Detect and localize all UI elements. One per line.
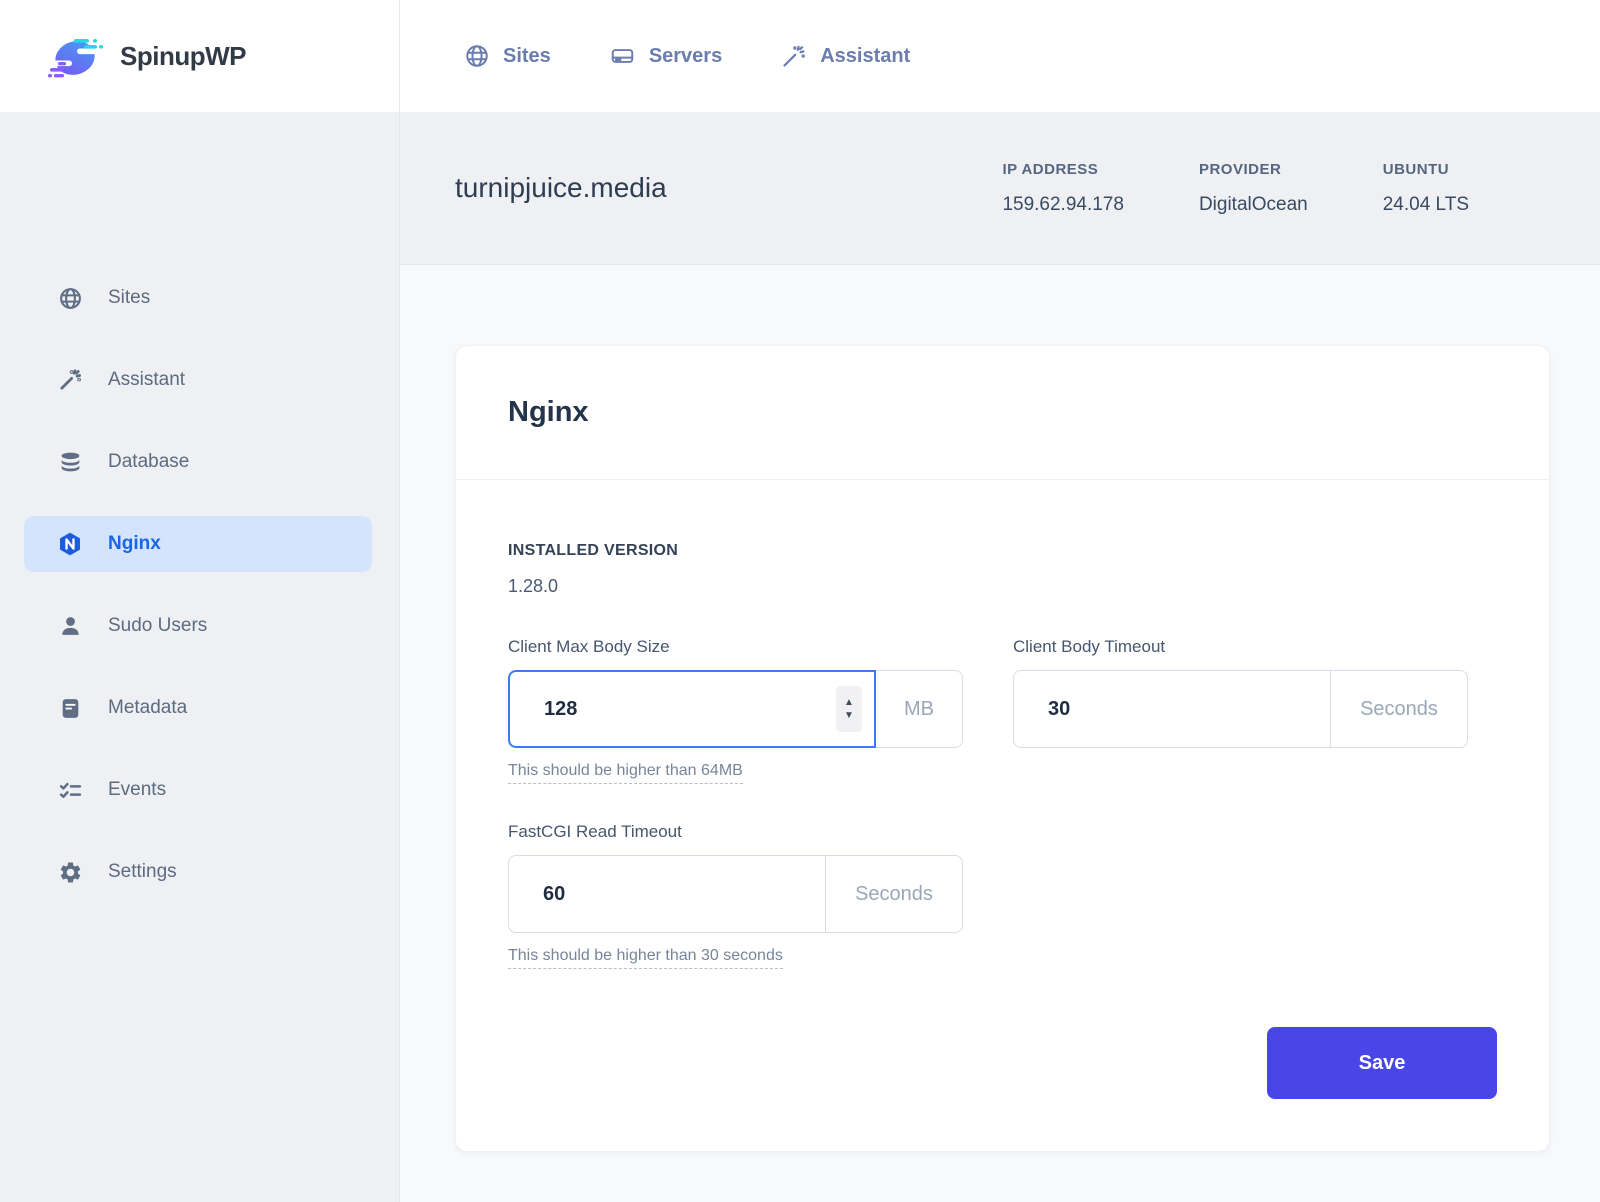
unit-suffix-mb: MB <box>875 670 963 748</box>
database-icon <box>57 450 83 475</box>
server-meta-ip: IP ADDRESS 159.62.94.178 <box>1002 161 1124 216</box>
topnav-assistant-label: Assistant <box>820 44 911 67</box>
sidebar-item-assistant[interactable]: Assistant <box>24 352 372 408</box>
fastcgi-read-timeout-input[interactable] <box>543 882 813 906</box>
installed-version-label: INSTALLED VERSION <box>508 542 679 559</box>
sidebar-item-sudo-users[interactable]: Sudo Users <box>24 598 372 654</box>
unit-suffix-seconds: Seconds <box>825 855 963 933</box>
client-max-body-size-input-wrap: ▲ ▼ <box>508 670 876 748</box>
sidebar-item-nginx[interactable]: Nginx <box>24 516 372 572</box>
card-header: Nginx <box>456 346 1549 480</box>
installed-version-value: 1.28.0 <box>508 576 559 596</box>
card-title: Nginx <box>508 396 589 428</box>
globe-icon <box>57 286 83 311</box>
magic-wand-icon <box>780 43 807 70</box>
meta-value: 159.62.94.178 <box>1002 193 1124 215</box>
gear-icon <box>57 860 83 885</box>
field-client-body-timeout: Client Body Timeout Seconds <box>1013 637 1468 784</box>
topnav-sites-label: Sites <box>503 44 551 67</box>
topnav-sites[interactable]: Sites <box>464 43 551 69</box>
sidebar-item-database[interactable]: Database <box>24 434 372 490</box>
meta-label: UBUNTU <box>1382 160 1450 178</box>
nginx-hexagon-icon <box>57 531 83 557</box>
sidebar-item-label: Database <box>108 451 190 472</box>
topnav-assistant[interactable]: Assistant <box>780 43 910 70</box>
logo-area[interactable]: SpinupWP <box>0 0 400 112</box>
document-icon <box>57 696 83 721</box>
stepper-up-icon[interactable]: ▲ <box>844 696 854 708</box>
field-label: FastCGI Read Timeout <box>508 822 682 841</box>
sidebar-item-label: Settings <box>108 861 177 882</box>
top-bar: SpinupWP Sites Servers <box>0 0 1600 112</box>
fastcgi-read-timeout-help: This should be higher than 30 seconds <box>508 947 783 969</box>
topnav-servers[interactable]: Servers <box>609 43 722 69</box>
server-icon <box>609 43 636 69</box>
top-navigation: Sites Servers <box>400 0 1600 112</box>
magic-wand-icon <box>57 367 83 393</box>
fastcgi-read-timeout-input-wrap <box>508 855 826 933</box>
server-meta-provider: PROVIDER DigitalOcean <box>1199 161 1308 216</box>
sidebar-item-label: Sites <box>108 287 151 308</box>
client-max-body-size-input[interactable] <box>544 697 836 721</box>
sidebar-item-label: Assistant <box>108 369 186 390</box>
client-max-body-size-help: This should be higher than 64MB <box>508 762 743 784</box>
brand-name: SpinupWP <box>120 40 246 71</box>
sidebar-item-label: Sudo Users <box>108 615 208 636</box>
number-stepper[interactable]: ▲ ▼ <box>836 686 862 732</box>
sidebar-item-label: Metadata <box>108 697 188 718</box>
globe-icon <box>464 43 490 69</box>
field-label: Client Body Timeout <box>1013 637 1166 656</box>
topnav-servers-label: Servers <box>648 44 723 67</box>
field-client-max-body-size: Client Max Body Size ▲ ▼ <box>508 637 963 784</box>
checklist-icon <box>57 778 83 803</box>
server-meta-ubuntu: UBUNTU 24.04 LTS <box>1383 161 1469 216</box>
meta-label: IP ADDRESS <box>1002 160 1099 178</box>
stepper-down-icon[interactable]: ▼ <box>844 709 854 721</box>
unit-label: Seconds <box>1360 697 1438 720</box>
sidebar-item-sites[interactable]: Sites <box>24 270 372 326</box>
user-icon <box>57 614 83 639</box>
sidebar-item-metadata[interactable]: Metadata <box>24 680 372 736</box>
meta-label: PROVIDER <box>1198 160 1282 178</box>
main-content: Nginx INSTALLED VERSION 1.28.0 Client Ma… <box>400 265 1600 1202</box>
field-fastcgi-read-timeout: FastCGI Read Timeout Seconds This should… <box>508 822 963 969</box>
server-domain-title: turnipjuice.media <box>455 172 667 203</box>
unit-label: MB <box>904 697 934 720</box>
server-meta: IP ADDRESS 159.62.94.178 PROVIDER Digita… <box>1002 161 1469 216</box>
client-body-timeout-input-wrap <box>1013 670 1331 748</box>
client-body-timeout-input[interactable] <box>1048 697 1318 721</box>
nginx-settings-card: Nginx INSTALLED VERSION 1.28.0 Client Ma… <box>455 345 1550 1152</box>
card-body: INSTALLED VERSION 1.28.0 Client Max Body… <box>456 480 1549 1151</box>
sidebar-item-events[interactable]: Events <box>24 762 372 818</box>
unit-suffix-seconds: Seconds <box>1330 670 1468 748</box>
save-button[interactable]: Save <box>1267 1027 1497 1099</box>
field-label: Client Max Body Size <box>508 637 670 656</box>
meta-value: DigitalOcean <box>1198 193 1308 215</box>
server-header: turnipjuice.media IP ADDRESS 159.62.94.1… <box>400 112 1600 265</box>
sidebar-item-settings[interactable]: Settings <box>24 844 372 900</box>
sidebar: Sites Assistant <box>0 112 400 1202</box>
meta-value: 24.04 LTS <box>1382 193 1469 215</box>
unit-label: Seconds <box>855 882 933 905</box>
spinupwp-logo-icon <box>44 32 106 80</box>
sidebar-item-label: Nginx <box>108 533 161 554</box>
sidebar-item-label: Events <box>108 779 167 800</box>
